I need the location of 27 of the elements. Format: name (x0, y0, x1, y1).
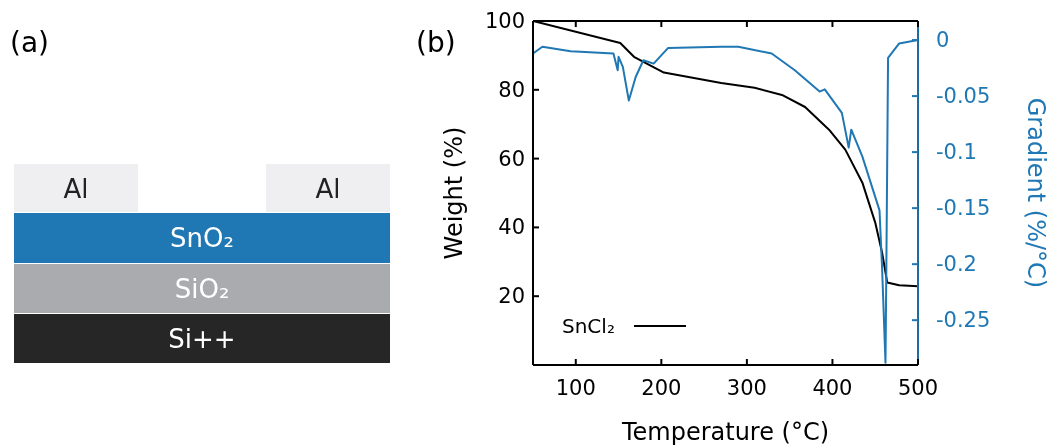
x-tick-label: 300 (726, 376, 767, 400)
legend-label: SnCl₂ (562, 314, 615, 338)
y2-tick-label: 0 (936, 28, 950, 53)
x-tick-label: 500 (897, 376, 939, 400)
text: SnO₂ (170, 223, 234, 253)
y2-tick-label: -0.2 (936, 252, 977, 277)
y-axis-title: Weight (%) (440, 126, 468, 260)
y2-tick-label: -0.25 (936, 308, 991, 333)
text: Al (315, 174, 341, 204)
y-tick-label: 60 (498, 146, 525, 171)
x-tick-label: 400 (812, 376, 853, 400)
y-tick-label: 40 (498, 215, 525, 240)
text: SiO₂ (174, 273, 230, 304)
y2-tick-label: -0.15 (936, 196, 991, 221)
y2-axis-title: Gradient (%/°C) (1022, 97, 1050, 289)
chart-title: (b) (416, 26, 456, 59)
y2-tick-label: -0.05 (936, 84, 991, 109)
y-tick-label: 80 (498, 77, 525, 102)
text: Al (63, 174, 89, 204)
y2-tick-label: -0.1 (936, 140, 977, 165)
text: (a) (10, 26, 50, 59)
y-tick-label: 100 (484, 9, 525, 33)
x-tick-label: 100 (555, 376, 596, 400)
y-tick-label: 20 (498, 284, 525, 309)
x-tick-label: 200 (641, 376, 682, 400)
x-axis-title: Temperature (°C) (620, 418, 830, 446)
text: Si++ (168, 323, 236, 354)
